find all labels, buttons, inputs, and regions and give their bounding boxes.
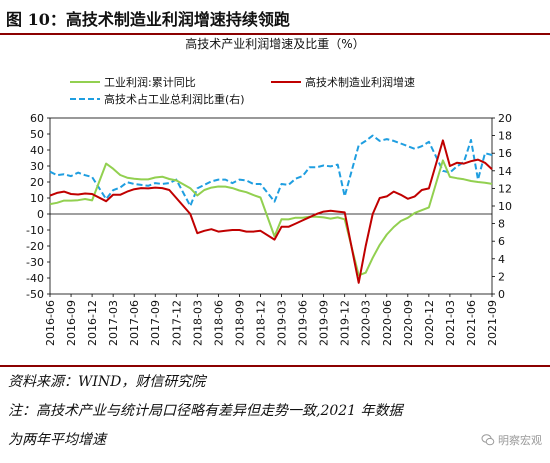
y-left-tick-label: -20	[26, 240, 44, 253]
title-divider	[0, 33, 550, 35]
footnote-line-2: 为两年平均增速	[8, 432, 106, 448]
x-tick-label: 2020-06	[381, 300, 394, 346]
y-left-tick-label: 60	[30, 112, 44, 125]
y-right-tick-label: 2	[498, 270, 505, 283]
y-left-tick-label: -10	[26, 224, 44, 237]
y-left-tick-label: 50	[30, 128, 44, 141]
series-line-2	[49, 139, 493, 284]
y-right-tick-label: 18	[498, 130, 512, 143]
chart: 高技术产业利润增速及比重（%） 工业利润:累计同比 高技术制造业利润增速高技术占工…	[26, 36, 512, 346]
y-right-tick-label: 8	[498, 218, 505, 231]
x-tick-label: 2019-12	[339, 300, 352, 346]
legend-label-2: 高技术制造业利润增速	[305, 75, 415, 89]
plot-area: -50 -40 -30 -20 -10 0 10 20 30 40 50 60 0 2 4 6 8 10 12 14 1…	[26, 112, 512, 346]
legend-label-3: 高技术占工业总利润比重(右)	[104, 92, 245, 106]
x-tick-label: 2021-06	[465, 300, 478, 346]
legend-label-1: 工业利润:累计同比	[104, 75, 196, 89]
x-tick-label: 2017-09	[149, 300, 162, 346]
watermark-label: 明察宏观	[498, 434, 542, 447]
series-line-1	[49, 159, 493, 277]
footnote-line-1: 注：高技术产业与统计局口径略有差异但走势一致,2021 年数据	[8, 403, 403, 419]
y-right-tick-label: 0	[498, 288, 505, 301]
wechat-icon	[481, 434, 495, 446]
y-left-tick-label: 20	[30, 176, 44, 189]
x-tick-label: 2020-09	[402, 300, 415, 346]
x-tick-label: 2018-06	[212, 300, 225, 346]
y-right-tick-label: 10	[498, 200, 512, 213]
x-tick-label: 2016-09	[65, 300, 78, 346]
x-tick-label: 2018-09	[233, 300, 246, 346]
x-tick-label: 2018-03	[191, 300, 204, 346]
x-tick-label: 2019-09	[318, 300, 331, 346]
watermark: 明察宏观	[481, 432, 542, 448]
x-tick-label: 2017-12	[170, 300, 183, 346]
y-right-tick-label: 4	[498, 253, 505, 266]
x-tick-label: 2021-09	[486, 300, 499, 346]
y-left-tick-label: 30	[30, 160, 44, 173]
x-tick-label: 2017-06	[128, 300, 141, 346]
x-tick-label: 2019-06	[297, 300, 310, 346]
y-right-tick-label: 20	[498, 112, 512, 125]
x-tick-label: 2019-03	[276, 300, 289, 346]
x-tick-label: 2017-03	[107, 300, 120, 346]
y-left-tick-label: 40	[30, 144, 44, 157]
source-note: 资料来源：WIND，财信研究院	[8, 374, 206, 390]
y-right-tick-label: 6	[498, 235, 505, 248]
x-tick-label: 2020-12	[423, 300, 436, 346]
y-left-tick-label: 10	[30, 192, 44, 205]
x-tick-label: 2020-03	[360, 300, 373, 346]
figure-header: 图 10：高技术制造业利润增速持续领跑	[0, 0, 550, 36]
x-tick-label: 2016-12	[86, 300, 99, 346]
y-left-tick-label: -30	[26, 256, 44, 269]
x-tick-label: 2021-03	[444, 300, 457, 346]
y-right-tick-label: 12	[498, 182, 512, 195]
y-right-tick-label: 16	[498, 147, 512, 160]
y-left-tick-label: 0	[37, 208, 44, 221]
figure-title: 图 10：高技术制造业利润增速持续领跑	[6, 10, 290, 29]
x-tick-label: 2016-06	[44, 300, 57, 346]
y-left-tick-label: -40	[26, 272, 44, 285]
x-tick-label: 2018-12	[254, 300, 267, 346]
chart-title: 高技术产业利润增速及比重（%）	[185, 36, 364, 51]
y-left-tick-label: -50	[26, 288, 44, 301]
bottom-divider	[0, 365, 550, 367]
series-line-3	[49, 134, 493, 207]
y-right-tick-label: 14	[498, 165, 512, 178]
plot-frame	[49, 117, 493, 295]
